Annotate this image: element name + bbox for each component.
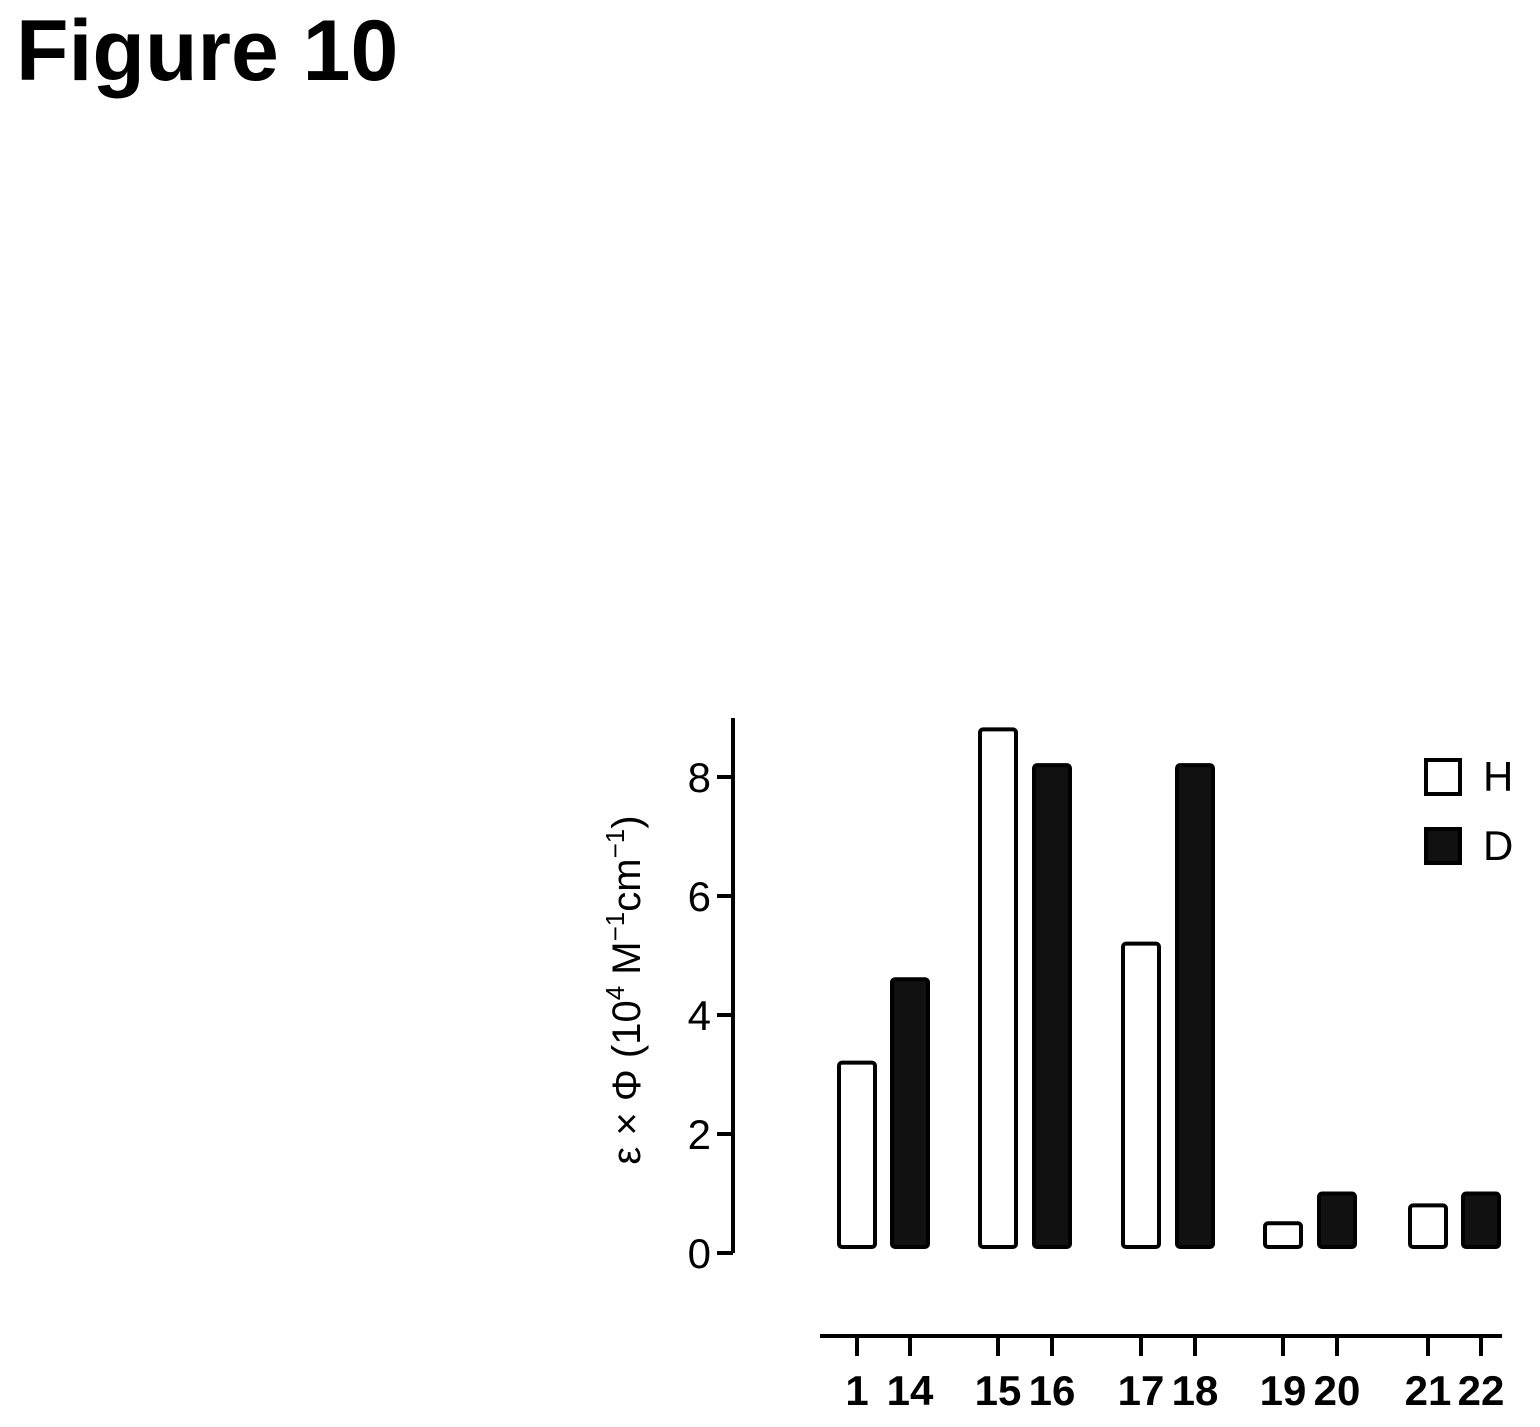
ylabel-suffix: ) <box>605 815 649 828</box>
x-tick-label: 14 <box>887 1367 934 1414</box>
legend: HD <box>1424 753 1513 869</box>
y-axis: 0 2 4 6 8 <box>688 718 735 1277</box>
y-tick-label: 4 <box>688 992 711 1039</box>
x-tick-label: 18 <box>1172 1367 1219 1414</box>
x-tick-label: 22 <box>1458 1367 1505 1414</box>
bar-22 <box>1461 1191 1501 1249</box>
x-tick-label: 17 <box>1118 1367 1165 1414</box>
y-tick-label: 0 <box>688 1230 711 1277</box>
ylabel-exp1: 4 <box>600 986 630 1000</box>
bar-15 <box>978 727 1018 1249</box>
ylabel-mid: M <box>605 941 649 985</box>
x-tick-label: 1 <box>845 1367 868 1414</box>
ylabel-exp2: −1 <box>600 912 630 942</box>
bar-17 <box>1121 941 1161 1249</box>
x-tick-label: 21 <box>1405 1367 1452 1414</box>
bar-19 <box>1263 1221 1303 1249</box>
bar-1 <box>837 1060 877 1249</box>
x-tick-label: 20 <box>1314 1367 1361 1414</box>
x-tick-label: 15 <box>975 1367 1022 1414</box>
legend-swatch-D <box>1424 827 1462 865</box>
bar-20 <box>1317 1191 1357 1249</box>
x-axis: 1 14 15 16 17 18 19 20 21 22 <box>820 1334 1505 1414</box>
bar-18 <box>1175 763 1215 1249</box>
ylabel-prefix: ε × Φ (10 <box>605 1000 649 1164</box>
bar-21 <box>1408 1203 1448 1250</box>
figure-title: Figure 10 <box>16 3 399 99</box>
bar-14 <box>890 977 930 1249</box>
x-tick-label: 16 <box>1029 1367 1076 1414</box>
y-tick-label: 6 <box>688 873 711 920</box>
legend-swatch-H <box>1424 758 1462 796</box>
bars <box>837 727 1501 1250</box>
y-tick-label: 2 <box>688 1111 711 1158</box>
bar-16 <box>1032 763 1072 1249</box>
legend-label-D: D <box>1483 822 1513 869</box>
x-tick-label: 19 <box>1260 1367 1307 1414</box>
legend-label-H: H <box>1483 753 1513 800</box>
y-axis-label: ε × Φ (104 M−1cm−1) <box>600 815 649 1164</box>
ylabel-mid2: cm <box>605 858 649 911</box>
y-tick-label: 8 <box>688 754 711 801</box>
ylabel-exp3: −1 <box>600 829 630 859</box>
